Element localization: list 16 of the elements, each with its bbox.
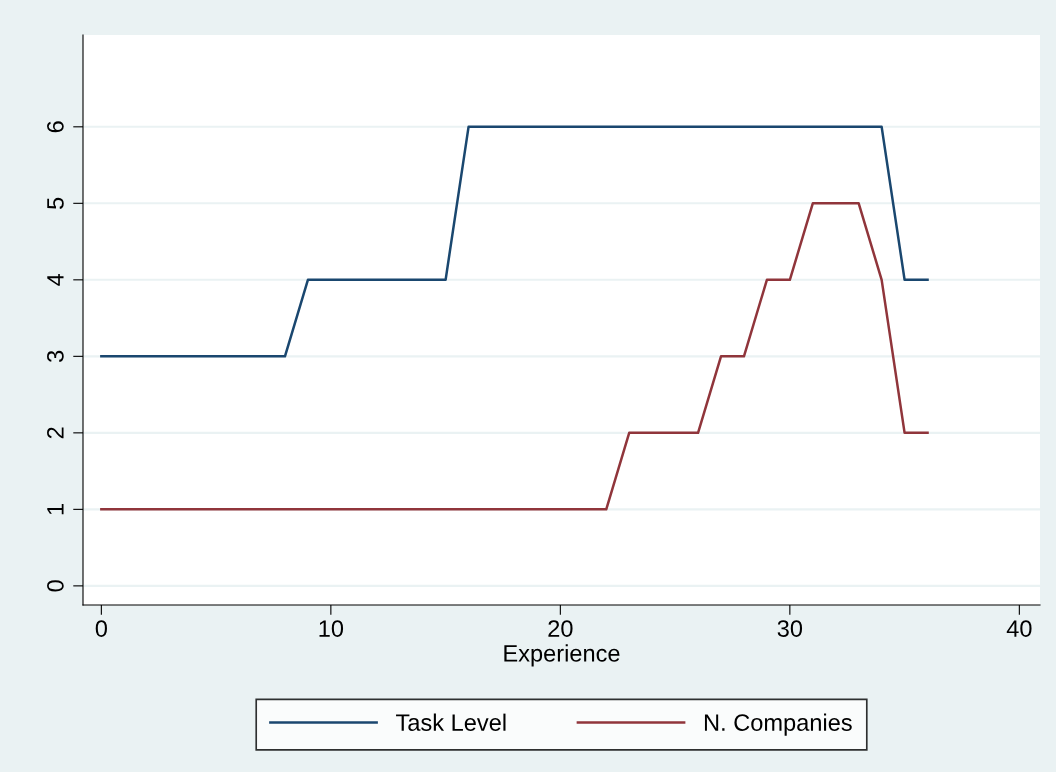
y-tick-label: 2	[47, 427, 64, 439]
x-tick-label: 20	[548, 620, 573, 637]
x-axis-title: Experience	[504, 644, 620, 667]
line-series	[100, 202, 929, 511]
y-tick-label: 3	[47, 350, 64, 363]
x-tick-label: 30	[777, 620, 803, 637]
x-tick-label: 10	[319, 620, 344, 637]
y-tick-label: 5	[47, 197, 64, 209]
y-tick-label: 4	[47, 273, 64, 286]
y-tick-label: 1	[47, 503, 64, 515]
legend-label: Task Level	[396, 713, 506, 731]
y-tick-label: 6	[47, 121, 64, 133]
x-tick-label: 40	[1006, 620, 1032, 637]
legend-label: N. Companies	[704, 713, 852, 736]
y-tick-label: 0	[47, 580, 64, 592]
x-tick-label: 0	[95, 620, 107, 637]
